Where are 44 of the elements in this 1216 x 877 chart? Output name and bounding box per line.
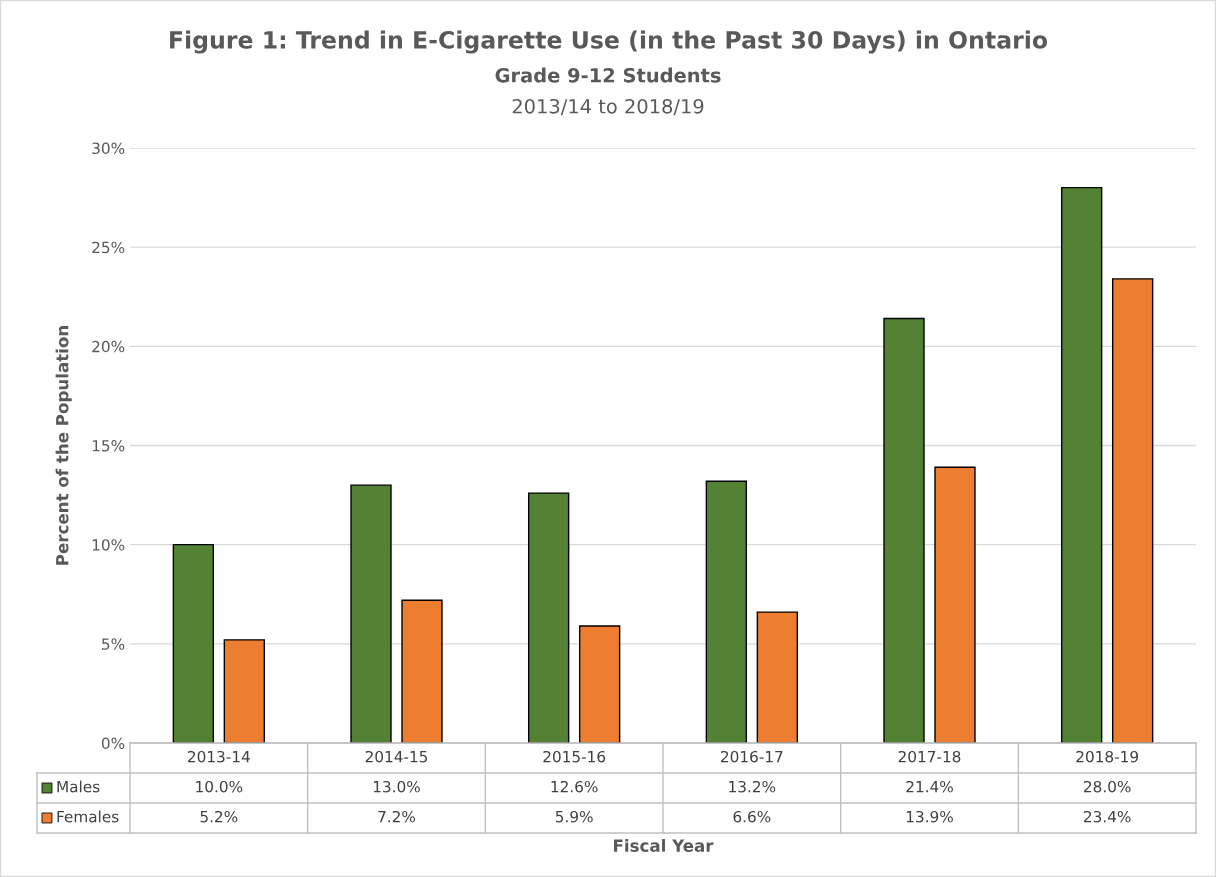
x-tick-label: 2018-19 [1076,750,1139,763]
y-tick-label: 30% [92,142,125,155]
data-label: 7.2% [378,810,416,823]
data-label: 5.9% [555,810,593,823]
bar [578,625,621,743]
y-tick-label: 0% [101,737,125,750]
bar [401,599,443,743]
bar [223,639,266,743]
x-tick-label: 2016-17 [721,750,783,763]
data-label: 5.2% [200,810,238,823]
bar [527,492,570,743]
chart-title: Figure 1: Trend in E-Cigarette Use (in the Past 30 Days) in Ontario [170,30,1048,54]
text: 2013/14 to 2018/19 [512,98,704,116]
data-label: 21.4% [906,780,953,793]
chart-subtitle: Grade 9-12 Students [495,67,721,83]
bar [1060,186,1103,743]
y-axis-title: Percent of the Population [55,326,72,565]
data-label: 28.0% [1084,780,1131,793]
legend-label: Males [57,780,100,793]
x-tick-label: 2013-14 [188,750,250,763]
x-tick-label: 2017-18 [898,750,961,763]
bar [756,611,799,743]
bar [705,480,748,743]
bar [350,484,392,743]
x-tick-label: 2014-15 [365,750,428,763]
data-label: 23.4% [1084,810,1131,823]
y-tick-label: 15% [92,439,125,452]
data-label: 10.0% [196,780,243,793]
bar [1111,278,1154,743]
data-label: 13.0% [373,780,420,793]
bar [883,317,925,743]
y-tick-label: 20% [92,340,125,353]
x-axis-title: Fiscal Year [614,839,714,852]
legend-label: Females [57,810,119,823]
y-tick-label: 5% [102,638,125,650]
data-label: 13.2% [729,780,776,793]
bar [172,543,215,743]
y-tick-label: 25% [92,241,125,254]
bar [934,466,976,743]
data-label: 13.9% [906,810,953,823]
y-tick-label: 10% [92,539,125,551]
x-tick-label: 2015-16 [543,750,606,763]
data-label: 6.6% [733,810,771,823]
data-label: 12.6% [551,780,598,793]
